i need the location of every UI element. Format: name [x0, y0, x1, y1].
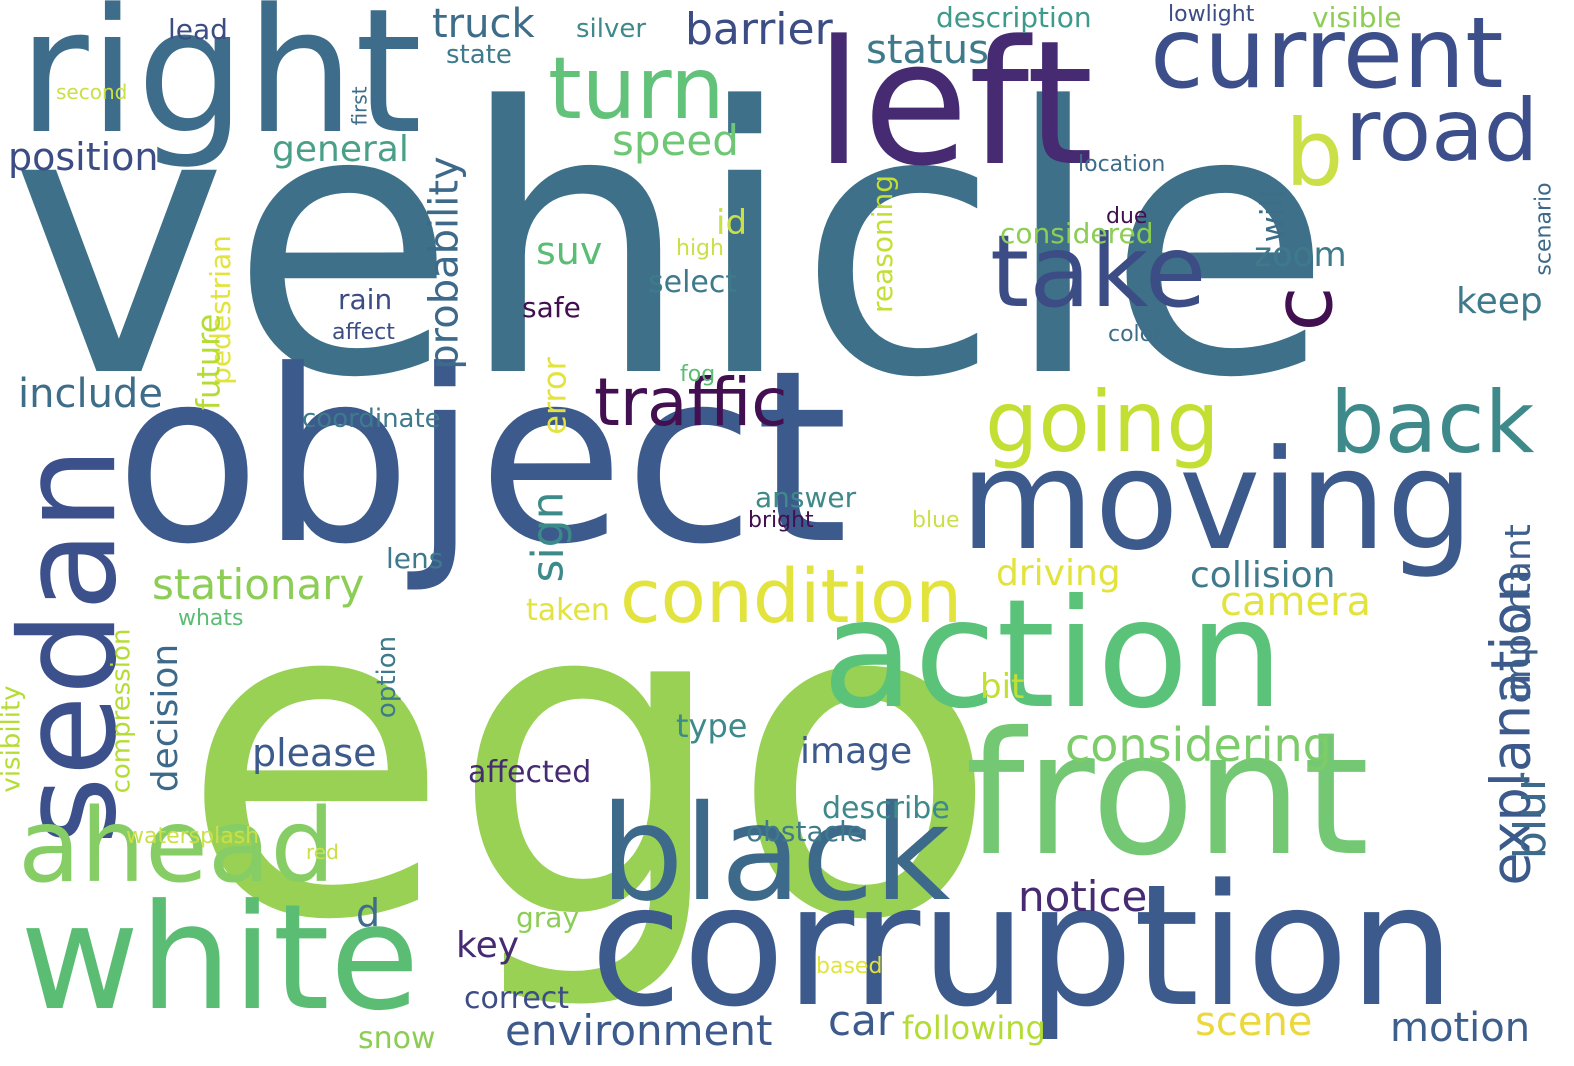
word-ahead: ahead	[18, 787, 336, 906]
word-silver: silver	[576, 14, 647, 44]
word-reasoning: reasoning	[866, 174, 900, 314]
word-id: id	[716, 203, 748, 243]
word-visible: visible	[1312, 1, 1402, 34]
word-probability: probability	[421, 156, 468, 370]
word-keep: keep	[1456, 281, 1543, 322]
word-black: black	[600, 777, 951, 931]
word-red: red	[306, 840, 339, 864]
word-color: color	[1108, 322, 1163, 347]
word-action: action	[822, 568, 1284, 742]
word-correct: correct	[464, 981, 570, 1016]
word-scenario: scenario	[1531, 182, 1557, 276]
word-lowlight: lowlight	[1168, 2, 1255, 27]
word-left: left	[815, 3, 1094, 204]
word-decision: decision	[145, 643, 187, 793]
word-zoom: zoom	[1254, 235, 1347, 275]
word-driving: driving	[996, 553, 1121, 594]
word-speed: speed	[612, 116, 739, 165]
word-vehicle: vehicle	[10, 29, 1335, 458]
word-turn: turn	[548, 39, 725, 139]
word-safe: safe	[522, 291, 581, 324]
word-suv: suv	[536, 229, 603, 273]
word-fog: fog	[680, 362, 716, 387]
word-front: front	[965, 696, 1370, 894]
word-based: based	[816, 954, 883, 979]
word-status: status	[866, 27, 989, 73]
word-state: state	[446, 40, 512, 70]
word-affected: affected	[468, 755, 592, 790]
word-moving: moving	[960, 420, 1474, 581]
word-location: location	[1078, 152, 1166, 177]
word-car: car	[828, 996, 895, 1045]
word-coordinate: coordinate	[302, 404, 441, 434]
word-blur: blur	[1505, 772, 1557, 860]
word-stationary: stationary	[152, 560, 365, 609]
word-blue: blue	[912, 508, 960, 533]
word-ego: ego	[180, 504, 1000, 1016]
word-traffic: traffic	[594, 364, 788, 441]
word-sign: sign	[522, 491, 574, 583]
word-rain: rain	[338, 283, 393, 316]
word-snow: snow	[358, 1021, 436, 1056]
word-scene: scene	[1195, 999, 1313, 1045]
word-gray: gray	[516, 901, 580, 934]
word-environment: environment	[505, 1006, 773, 1055]
word-affect: affect	[332, 320, 395, 345]
word-due: due	[1106, 204, 1148, 229]
word-visibility: visibility	[0, 685, 27, 793]
word-second: second	[56, 80, 128, 104]
word-compression: compression	[106, 628, 137, 794]
word-watersplash: watersplash	[126, 824, 260, 849]
word-camera: camera	[1220, 579, 1372, 625]
word-lens: lens	[386, 542, 444, 575]
word-truck: truck	[432, 1, 535, 47]
word-bit: bit	[980, 667, 1025, 707]
word-whats: whats	[178, 606, 244, 631]
word-b: b	[1285, 100, 1344, 207]
word-right: right	[18, 0, 423, 172]
word-barrier: barrier	[685, 4, 833, 55]
word-road: road	[1345, 81, 1539, 181]
word-future: future	[189, 313, 228, 411]
word-first: first	[347, 86, 372, 126]
word-image: image	[800, 731, 913, 772]
word-d: d	[356, 891, 381, 935]
word-will: will	[1253, 189, 1292, 243]
word-corruption: corruption	[590, 848, 1456, 1044]
word-error: error	[535, 357, 574, 435]
word-answer: answer	[755, 481, 857, 514]
word-description: description	[936, 1, 1092, 34]
word-option: option	[372, 635, 403, 719]
word-describe: describe	[822, 791, 950, 826]
word-lead: lead	[168, 13, 228, 46]
word-include: include	[18, 371, 163, 417]
word-key: key	[456, 925, 520, 966]
word-motion: motion	[1390, 1005, 1531, 1051]
word-condition: condition	[620, 554, 963, 640]
word-back: back	[1330, 373, 1535, 473]
word-select: select	[648, 265, 738, 300]
word-type: type	[676, 707, 748, 745]
word-important: important	[1497, 524, 1539, 702]
word-take: take	[990, 213, 1207, 330]
word-considering: considering	[1065, 718, 1332, 772]
word-please: please	[252, 731, 377, 775]
word-obstacle: obstacle	[746, 815, 865, 848]
word-notice: notice	[1018, 872, 1148, 921]
word-object: object	[115, 320, 849, 597]
word-white: white	[20, 873, 420, 1043]
word-high: high	[676, 236, 724, 261]
word-bright: bright	[748, 508, 814, 533]
word-c: c	[1256, 286, 1352, 332]
word-taken: taken	[526, 593, 610, 628]
word-general: general	[272, 129, 409, 170]
word-going: going	[985, 373, 1220, 471]
word-current: current	[1150, 0, 1504, 111]
word-considered: considered	[1000, 217, 1154, 250]
word-collision: collision	[1190, 555, 1336, 596]
word-following: following	[902, 1009, 1046, 1047]
word-position: position	[8, 135, 159, 179]
